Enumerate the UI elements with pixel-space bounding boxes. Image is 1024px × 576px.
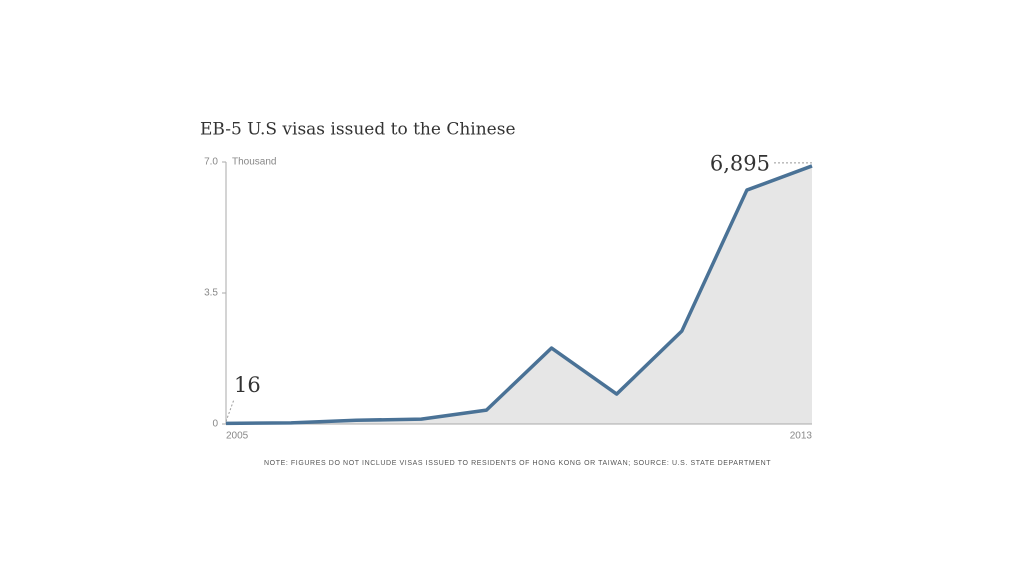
area: [226, 165, 812, 424]
x-tick-label: 2005: [226, 431, 249, 442]
y-axis-label: Thousand: [232, 157, 276, 168]
y-tick-label: 3.5: [204, 288, 218, 299]
chart-title: EB-5 U.S visas issued to the Chinese: [200, 120, 516, 140]
x-tick-label: 2013: [790, 431, 813, 442]
note: NOTE: FIGURES DO NOT INCLUDE VISAS ISSUE…: [264, 460, 771, 467]
leader: [225, 399, 235, 422]
line: [225, 164, 813, 426]
data-label: 16: [234, 373, 261, 397]
y-tick-label: 0: [212, 419, 218, 430]
y-tick-label: 7.0: [204, 157, 218, 168]
data-label: 6,895: [710, 151, 770, 175]
